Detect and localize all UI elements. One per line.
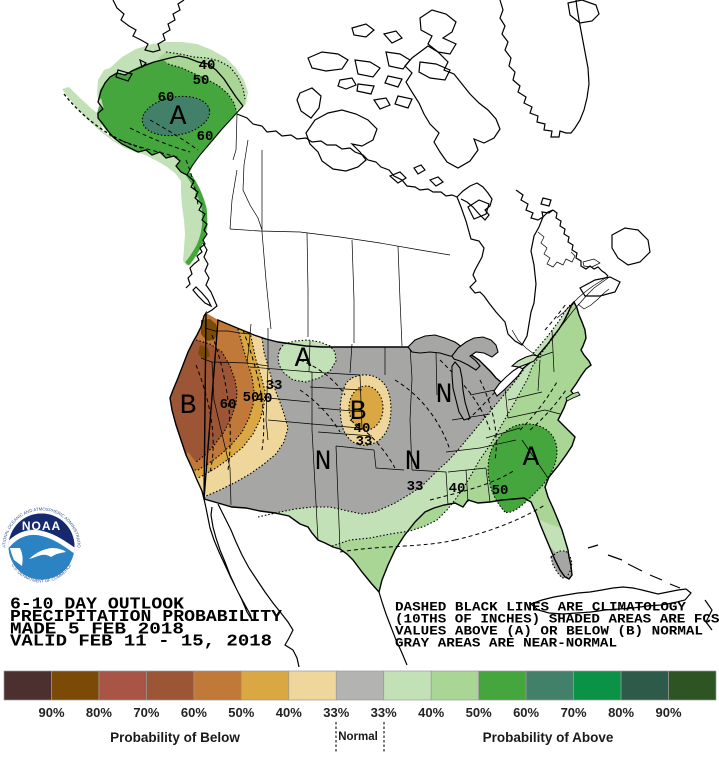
- svg-text:50%: 50%: [466, 705, 492, 720]
- svg-text:60: 60: [197, 129, 214, 145]
- svg-text:N: N: [315, 447, 332, 478]
- svg-text:NOAA: NOAA: [22, 519, 61, 533]
- svg-text:6-10 DAY OUTLOOK: 6-10 DAY OUTLOOK: [10, 596, 185, 615]
- svg-text:N: N: [405, 447, 422, 478]
- svg-text:80%: 80%: [86, 705, 112, 720]
- svg-text:90%: 90%: [38, 705, 64, 720]
- svg-text:NATIONAL OCEANIC AND ATMOSPHER: NATIONAL OCEANIC AND ATMOSPHERIC ADMINIS…: [0, 0, 82, 548]
- svg-text:Probability of Below: Probability of Below: [110, 730, 240, 745]
- svg-text:33%: 33%: [323, 705, 349, 720]
- svg-text:40%: 40%: [418, 705, 444, 720]
- svg-text:33: 33: [266, 378, 283, 394]
- svg-text:33: 33: [356, 434, 373, 450]
- svg-text:N: N: [436, 380, 453, 411]
- svg-text:MADE 5 FEB 2018: MADE 5 FEB 2018: [10, 620, 184, 639]
- svg-text:A: A: [170, 102, 187, 133]
- svg-text:VALID FEB 11 - 15, 2018: VALID FEB 11 - 15, 2018: [10, 633, 272, 652]
- svg-text:VALUES ABOVE (A) OR BELOW (B): VALUES ABOVE (A) OR BELOW (B) NORMAL: [395, 624, 703, 639]
- svg-text:GRAY AREAS ARE NEAR-NORMAL: GRAY AREAS ARE NEAR-NORMAL: [395, 636, 617, 651]
- svg-text:60%: 60%: [513, 705, 539, 720]
- svg-text:60: 60: [158, 90, 175, 106]
- svg-text:Probability of Above: Probability of Above: [483, 730, 614, 745]
- svg-text:A: A: [523, 443, 540, 474]
- svg-text:40: 40: [449, 481, 466, 497]
- svg-text:DASHED BLACK LINES ARE CLIMATO: DASHED BLACK LINES ARE CLIMATOLOGY: [395, 600, 686, 615]
- svg-text:70%: 70%: [133, 705, 159, 720]
- svg-text:40: 40: [199, 58, 216, 74]
- svg-text:33: 33: [407, 479, 424, 495]
- svg-text:(10THS OF INCHES) SHADED AREAS: (10THS OF INCHES) SHADED AREAS ARE FCST: [395, 612, 719, 627]
- svg-text:33%: 33%: [371, 705, 397, 720]
- svg-text:60: 60: [220, 397, 237, 413]
- svg-text:50: 50: [243, 390, 260, 406]
- svg-text:Normal: Normal: [338, 731, 378, 743]
- svg-text:B: B: [180, 391, 197, 422]
- svg-text:80%: 80%: [608, 705, 634, 720]
- svg-text:90%: 90%: [655, 705, 681, 720]
- svg-text:50: 50: [193, 73, 210, 89]
- svg-text:PRECIPITATION PROBABILITY: PRECIPITATION PROBABILITY: [10, 608, 283, 627]
- svg-text:70%: 70%: [561, 705, 587, 720]
- svg-text:60%: 60%: [181, 705, 207, 720]
- svg-text:40%: 40%: [276, 705, 302, 720]
- svg-text:40: 40: [256, 391, 273, 407]
- svg-text:40: 40: [354, 421, 371, 437]
- svg-text:50%: 50%: [228, 705, 254, 720]
- svg-text:A: A: [295, 344, 312, 375]
- svg-text:50: 50: [492, 483, 509, 499]
- svg-text:B: B: [350, 397, 367, 428]
